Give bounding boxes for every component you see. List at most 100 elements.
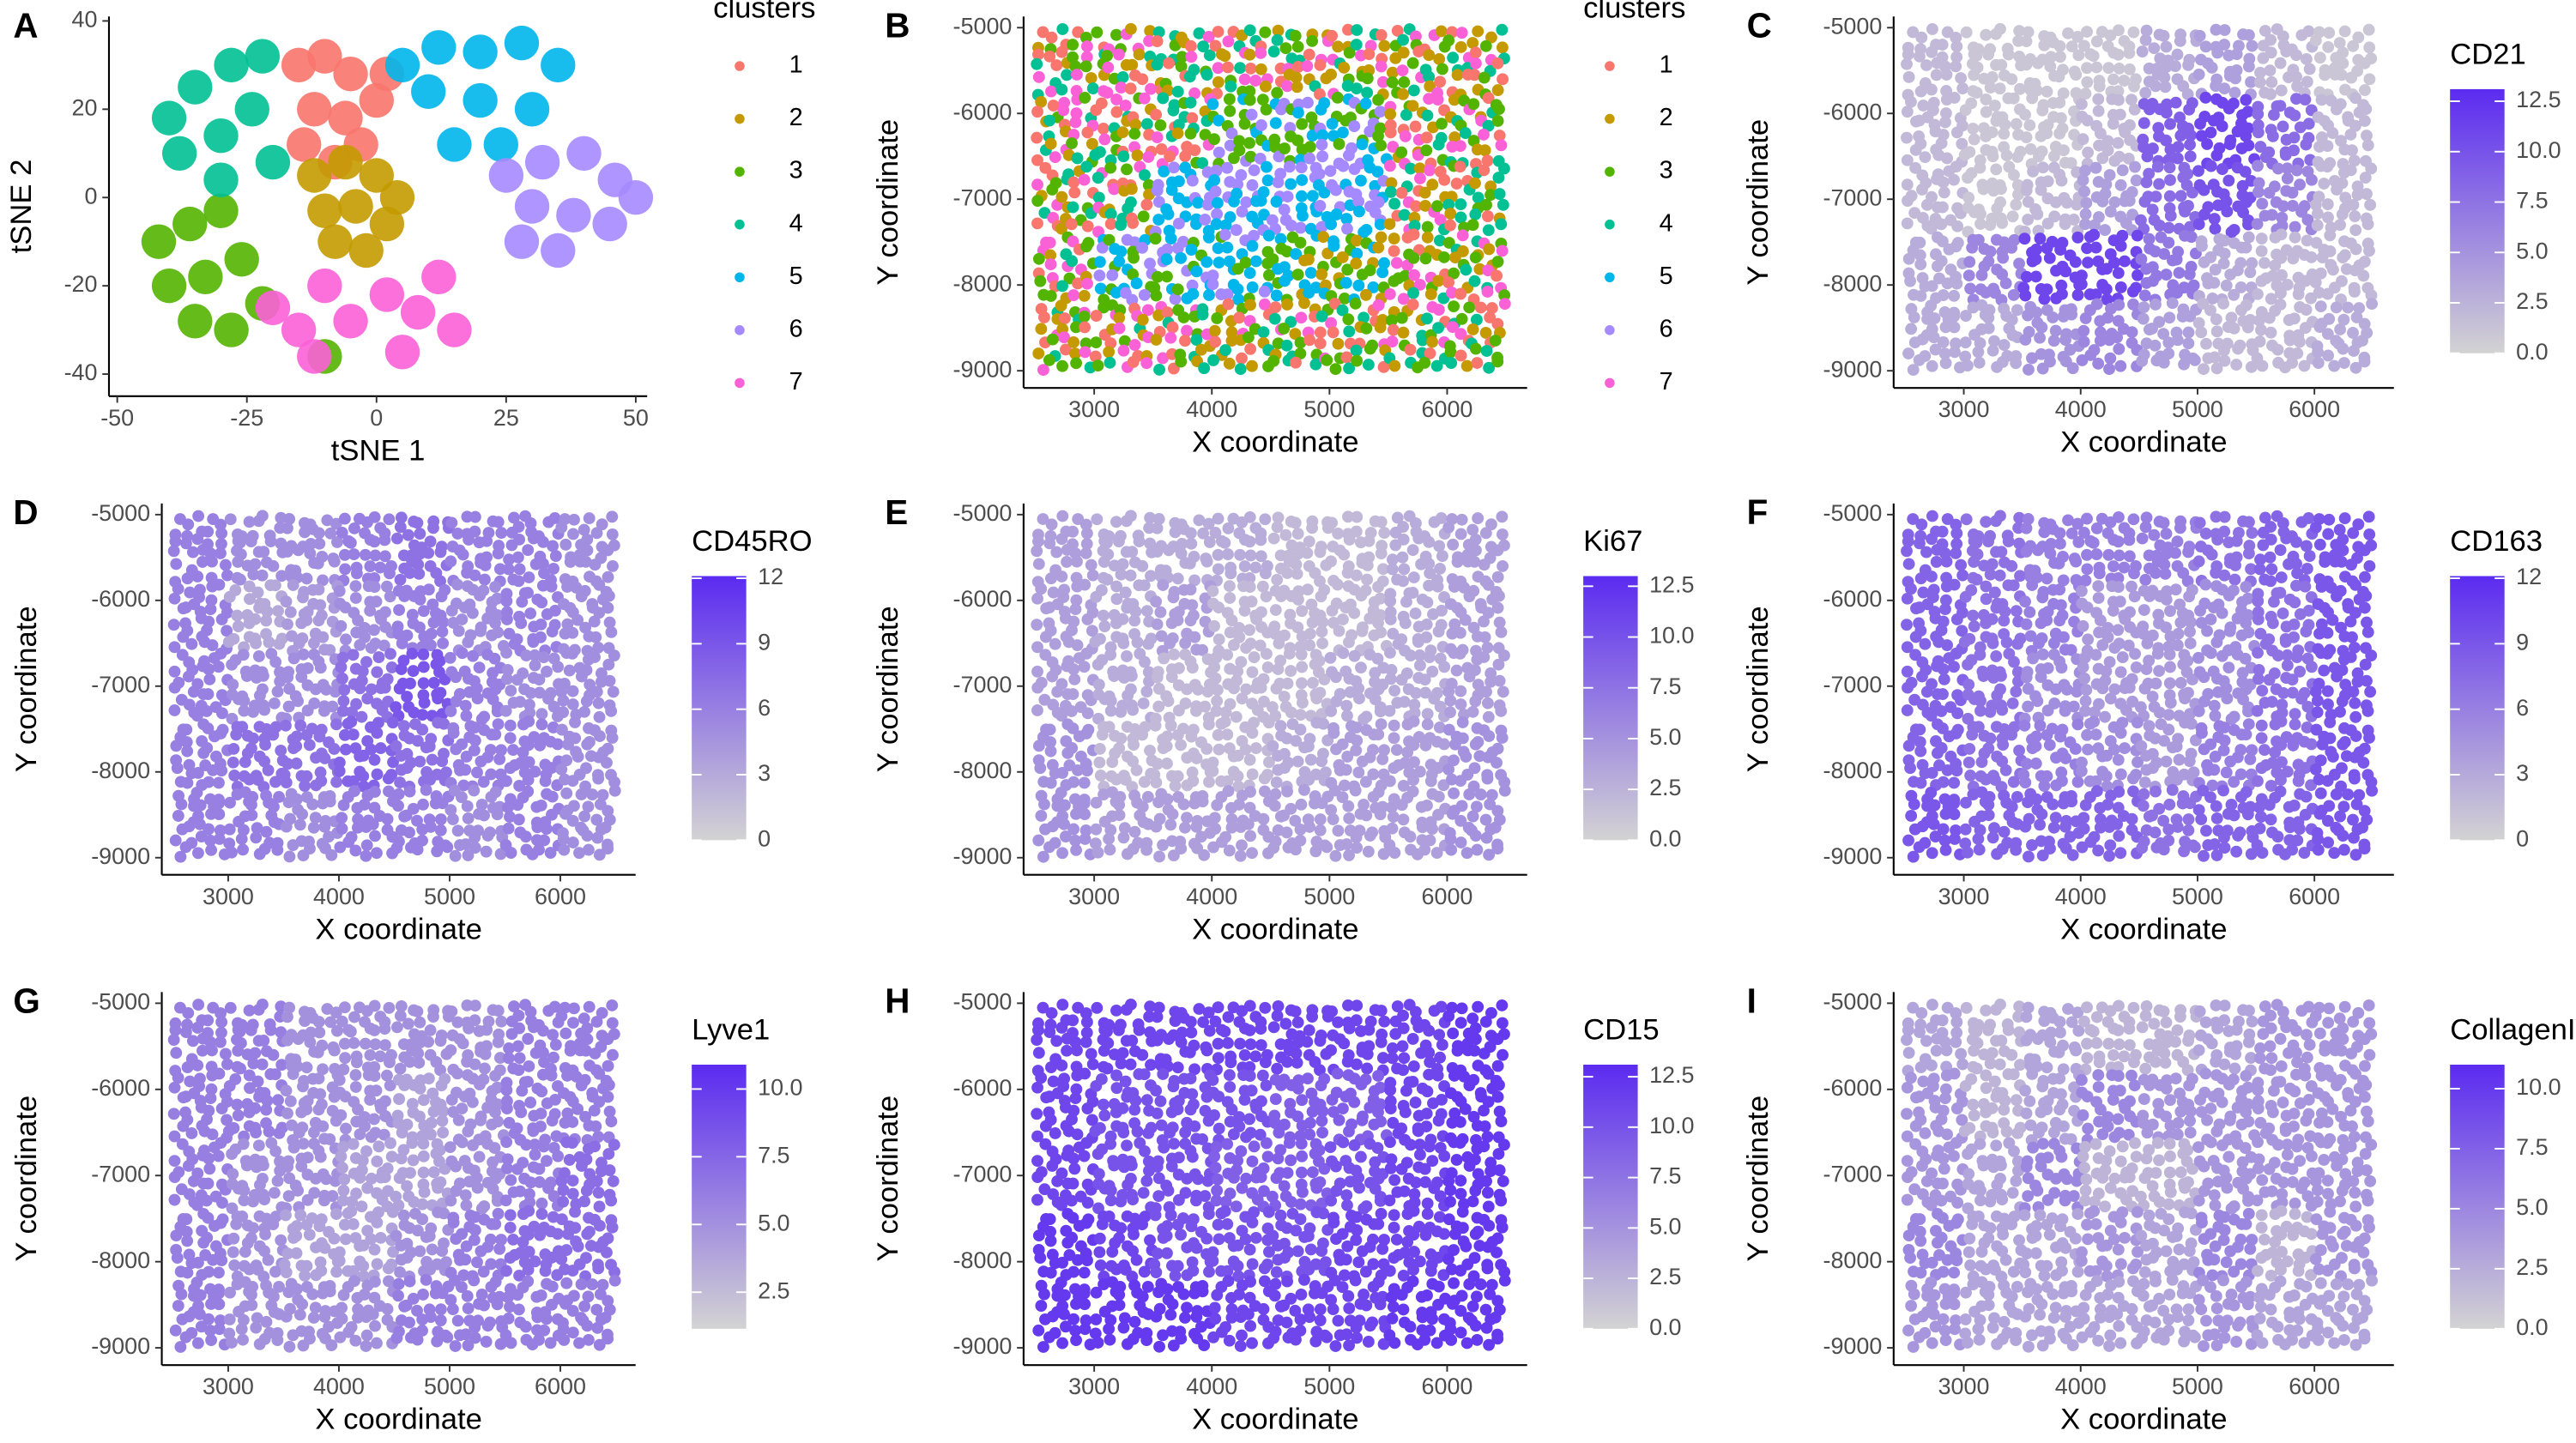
point xyxy=(2079,208,2092,220)
point xyxy=(1454,140,1466,153)
point xyxy=(2289,109,2301,122)
point xyxy=(1124,82,1137,95)
point xyxy=(1233,135,1246,148)
point xyxy=(1935,137,1948,149)
point xyxy=(2088,219,2101,232)
point xyxy=(1096,241,1109,254)
point xyxy=(2041,175,2054,188)
point xyxy=(203,776,215,788)
point xyxy=(2337,46,2349,59)
point xyxy=(1356,138,1369,151)
point xyxy=(368,510,381,523)
point xyxy=(1466,37,1479,49)
point xyxy=(1171,572,1184,585)
point xyxy=(2314,300,2327,313)
point xyxy=(1193,27,1206,39)
point xyxy=(2310,237,2323,249)
legend-label: 3 xyxy=(789,157,803,184)
point xyxy=(223,823,236,836)
point xyxy=(1424,80,1436,93)
point xyxy=(1188,144,1201,157)
point xyxy=(1340,213,1353,225)
point xyxy=(1257,812,1270,825)
point xyxy=(1136,728,1149,741)
point xyxy=(1113,809,1126,822)
point xyxy=(1937,235,1949,248)
point xyxy=(1056,359,1068,372)
point xyxy=(590,685,603,698)
point xyxy=(2263,311,2276,324)
point xyxy=(1317,717,1330,730)
point xyxy=(2322,40,2335,53)
point xyxy=(1162,695,1175,708)
point xyxy=(2058,144,2070,157)
point xyxy=(1372,728,1385,741)
x-tick-label: 5000 xyxy=(2172,396,2223,422)
point xyxy=(2181,167,2194,180)
point xyxy=(1400,108,1412,121)
point xyxy=(2358,57,2371,69)
colorbar-label: 9 xyxy=(758,629,771,655)
point xyxy=(540,823,553,836)
point xyxy=(1043,601,1055,614)
point xyxy=(1372,299,1385,311)
point xyxy=(456,738,469,751)
point xyxy=(2054,51,2066,63)
point xyxy=(1190,334,1203,347)
point xyxy=(224,796,236,809)
point xyxy=(1424,775,1437,788)
point xyxy=(1496,41,1509,54)
point xyxy=(1110,516,1122,528)
point xyxy=(2349,243,2362,256)
point xyxy=(2309,276,2322,289)
point xyxy=(212,661,225,673)
point xyxy=(1914,137,1927,150)
point xyxy=(2138,301,2150,314)
point xyxy=(1950,60,1962,73)
point xyxy=(1993,82,2006,95)
point xyxy=(1454,160,1466,173)
point xyxy=(2255,323,2267,336)
point xyxy=(1493,674,1506,687)
point xyxy=(2361,218,2374,231)
point xyxy=(1171,613,1184,626)
point xyxy=(368,753,381,766)
point xyxy=(504,732,517,745)
point xyxy=(1292,593,1304,606)
x-tick-label: 3000 xyxy=(203,884,254,909)
point xyxy=(1108,183,1121,196)
colorbar-label: 12.5 xyxy=(2516,87,2561,112)
point xyxy=(1314,337,1327,350)
point xyxy=(1410,200,1422,213)
point xyxy=(1484,311,1497,323)
point xyxy=(1157,352,1169,365)
point xyxy=(214,312,249,347)
point xyxy=(1420,618,1433,631)
point xyxy=(1321,353,1333,366)
point xyxy=(422,583,435,596)
point xyxy=(1955,72,1968,84)
point xyxy=(437,127,472,162)
point xyxy=(1388,732,1400,745)
point xyxy=(1337,613,1349,625)
point xyxy=(2281,172,2294,184)
point xyxy=(1046,670,1059,683)
point xyxy=(2010,118,2023,130)
point xyxy=(1137,210,1150,223)
point xyxy=(1127,356,1140,368)
point xyxy=(1958,148,1971,161)
point xyxy=(1491,317,1504,330)
point xyxy=(2092,105,2105,118)
point xyxy=(606,528,619,540)
point xyxy=(511,551,524,564)
point xyxy=(1149,719,1162,732)
point xyxy=(1144,25,1157,37)
point xyxy=(1302,740,1315,753)
point xyxy=(290,740,303,752)
point xyxy=(401,691,414,703)
point xyxy=(1960,26,1973,39)
point xyxy=(2169,96,2182,109)
point xyxy=(2294,178,2307,191)
point xyxy=(1164,232,1177,245)
point xyxy=(390,842,403,854)
